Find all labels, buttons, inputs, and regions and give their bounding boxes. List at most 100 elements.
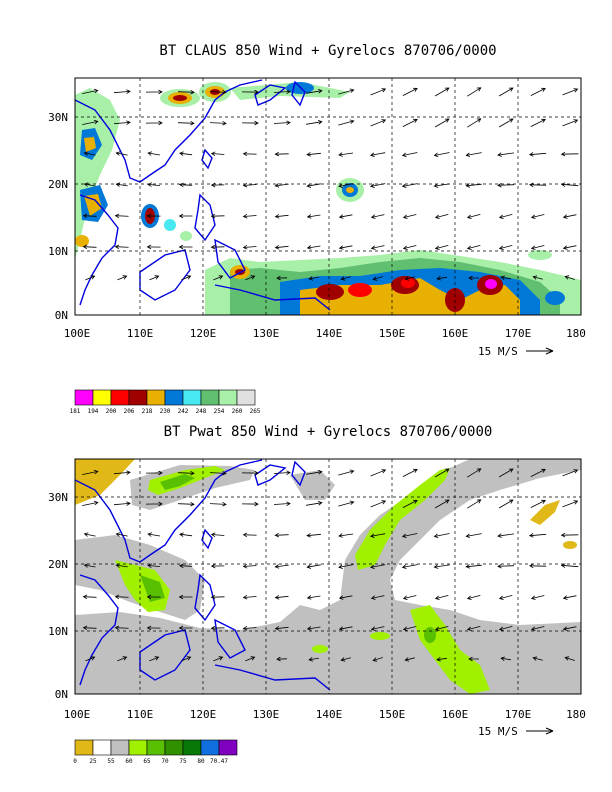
lat-label: 20N — [48, 558, 68, 571]
wind-arrow — [402, 468, 418, 477]
wind-arrow — [82, 213, 97, 219]
colorbar-swatch — [218, 389, 238, 406]
wind-arrow — [147, 563, 160, 569]
wind-arrow — [498, 245, 513, 250]
wind-arrow — [370, 214, 385, 219]
colorbar-label: 242 — [178, 408, 189, 415]
wind-arrow — [465, 152, 482, 157]
colorbar-swatch — [110, 739, 130, 756]
wind-arrow — [274, 245, 289, 250]
scale-label: 15 M/S — [478, 345, 518, 358]
wind-arrow — [530, 626, 545, 631]
lon-label: 120E — [190, 708, 217, 721]
wind-arrow — [370, 469, 387, 477]
wind-arrow — [242, 213, 257, 219]
wind-arrow — [370, 88, 387, 96]
wind-arrow — [179, 532, 193, 537]
wind-arrow — [434, 499, 450, 509]
wind-arrow — [179, 151, 193, 156]
panel-2-grid — [74, 458, 582, 695]
lon-label: 140E — [316, 327, 343, 340]
wind-arrow — [433, 533, 450, 539]
wind-arrow — [276, 275, 288, 281]
wind-arrow — [210, 563, 225, 569]
wind-arrow — [340, 657, 351, 662]
wind-arrow — [306, 595, 321, 600]
wind-arrow — [402, 87, 418, 96]
colorbar-label: 75 — [179, 758, 187, 765]
wind-arrow — [147, 532, 160, 537]
colorbar-swatch — [146, 389, 166, 406]
wind-arrow — [82, 244, 97, 250]
wind-arrow — [562, 626, 577, 631]
wind-arrow — [370, 500, 387, 508]
wind-arrow — [245, 656, 256, 662]
colorbar-label: 194 — [88, 408, 99, 415]
wind-arrow — [434, 468, 450, 478]
lat-label: 30N — [48, 111, 68, 124]
panel-precipitable-water: BT Pwat 850 Wind + Gyrelocs 870706/0000 — [48, 424, 586, 765]
wind-arrow — [434, 245, 449, 250]
wind-arrow — [114, 213, 129, 219]
colorbar-label: 260 — [232, 408, 243, 415]
wind-arrow — [210, 213, 225, 219]
wind-arrow — [274, 151, 289, 157]
wind-arrow — [146, 594, 161, 600]
wind-arrow — [306, 470, 323, 475]
lat-label: 0N — [55, 688, 68, 701]
colorbar-label: 200 — [106, 408, 117, 415]
wind-arrow — [178, 625, 193, 631]
wind-arrow — [465, 533, 482, 538]
lon-label: 170E — [505, 327, 532, 340]
wind-arrow — [308, 276, 319, 281]
lat-label: 10N — [48, 245, 68, 258]
lat-label: 0N — [55, 309, 68, 322]
lon-label: 160E — [442, 327, 469, 340]
wind-arrow — [274, 532, 289, 538]
wind-arrow — [242, 594, 257, 600]
wind-arrow — [562, 469, 579, 477]
wind-arrow — [466, 118, 482, 128]
wind-arrow — [241, 120, 259, 126]
wind-arrow — [242, 182, 257, 188]
wind-arrow — [560, 563, 579, 568]
panel-2-title: BT Pwat 850 Wind + Gyrelocs 870706/0000 — [164, 424, 493, 440]
wind-arrow — [273, 501, 291, 506]
wind-arrow — [149, 275, 160, 281]
wind-arrow — [181, 656, 192, 662]
wind-arrow — [113, 120, 131, 125]
wind-arrow — [178, 182, 193, 188]
wind-arrow — [465, 564, 482, 569]
wind-arrow — [115, 532, 128, 537]
wind-arrow — [338, 533, 354, 538]
wind-arrow — [560, 532, 579, 538]
wind-arrow — [273, 120, 291, 125]
wind-arrow — [528, 533, 547, 538]
wind-arrow — [370, 595, 385, 600]
lon-label: 130E — [253, 708, 280, 721]
panel-2-colorbar: 0 25 55 60 65 70 75 80 70.47 — [73, 739, 238, 765]
wind-arrow — [245, 275, 256, 281]
lon-label: 110E — [127, 327, 154, 340]
wind-arrow — [145, 501, 163, 507]
wind-arrow — [210, 594, 225, 600]
coastlines — [75, 79, 331, 311]
wind-arrow — [369, 564, 386, 569]
colorbar-swatch — [200, 739, 220, 756]
wind-arrow — [404, 657, 415, 662]
wind-arrow — [276, 656, 288, 662]
colorbar-label: 65 — [143, 758, 151, 765]
lon-label: 150E — [379, 708, 406, 721]
colorbar-label: 181 — [70, 408, 81, 415]
wind-arrow — [338, 564, 354, 569]
wind-arrow — [466, 626, 481, 631]
lat-label: 10N — [48, 625, 68, 638]
colorbar-swatch — [164, 389, 184, 406]
wind-arrow — [497, 563, 515, 569]
wind-arrow — [369, 183, 386, 188]
wind-arrow — [402, 595, 417, 600]
lon-label: 110E — [127, 708, 154, 721]
wind-arrow — [273, 89, 291, 94]
wind-arrow — [213, 656, 224, 662]
